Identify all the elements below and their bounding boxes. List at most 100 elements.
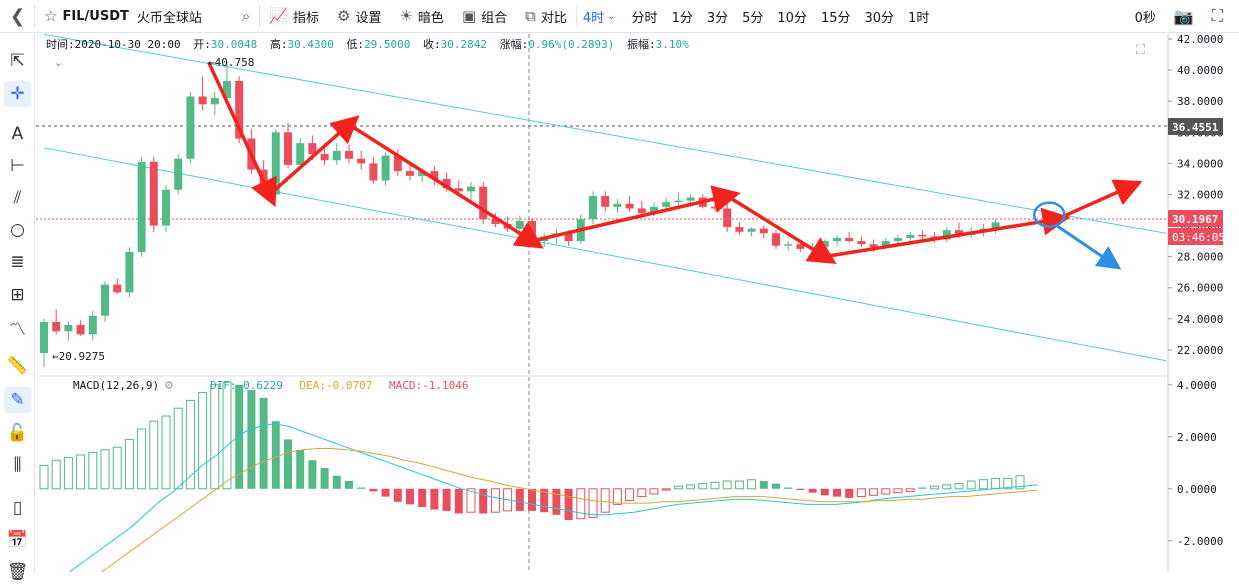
macd-histogram-bar xyxy=(893,488,903,494)
horizontal-line-tool-icon[interactable]: ⊢ xyxy=(10,156,25,176)
legend-collapse-icon[interactable]: ⌄ xyxy=(54,56,63,69)
candle-body xyxy=(381,155,390,181)
candle-body xyxy=(857,241,866,245)
menu-collapse-button[interactable]: ❮ xyxy=(0,0,34,33)
macd-histogram-bar xyxy=(954,483,964,490)
dif-label: DIF: xyxy=(210,379,237,392)
macd-histogram-bar xyxy=(625,488,635,501)
pencil-tool-icon[interactable]: ✎ xyxy=(4,387,31,413)
compare-button[interactable]: ⧉ 对比 xyxy=(516,0,576,33)
macd-histogram-bar xyxy=(588,488,598,518)
macd-histogram-bar xyxy=(856,488,866,498)
fibonacci-tool-icon[interactable]: ≣ xyxy=(10,252,25,272)
close-value: 30.2842 xyxy=(441,38,487,51)
chart-area[interactable]: 42.000040.000038.000036.000034.000032.00… xyxy=(36,34,1239,572)
countdown-display: 0秒 xyxy=(1126,0,1165,33)
interval-tab-3m[interactable]: 3分 xyxy=(706,10,729,26)
interval-tab-5m[interactable]: 5分 xyxy=(742,10,764,26)
macd-histogram-bar xyxy=(76,454,86,490)
rectangle-tool-icon[interactable]: ⊞ xyxy=(10,285,25,305)
chevron-down-icon[interactable]: ⌄ xyxy=(607,10,616,22)
macd-histogram-bar xyxy=(185,399,195,490)
macd-histogram-bar xyxy=(966,480,976,490)
drawing-toolbar: ⇱ ✛ A ⊢ ⫽ ○ ≣ ⊞ 〽 📏 ✎ 🔓 ⫼ ▯ 📅 🗑 xyxy=(0,34,35,582)
interval-tab-4h[interactable]: 4时 xyxy=(582,10,605,26)
macd-histogram-bar xyxy=(345,481,353,489)
macd-histogram-bar xyxy=(393,488,402,502)
interval-tab-15m[interactable]: 15分 xyxy=(820,10,851,26)
star-icon[interactable]: ☆ xyxy=(44,7,58,25)
macd-histogram-bar xyxy=(418,488,427,507)
trend-arrow xyxy=(268,115,360,196)
crosshair-tool-icon[interactable]: ✛ xyxy=(4,81,31,107)
candle-body xyxy=(88,315,97,335)
candle-body xyxy=(149,161,158,226)
macd-histogram-bar xyxy=(978,479,988,490)
price-tick-label: 38.0000 xyxy=(1177,95,1223,108)
calendar-icon[interactable]: 📅 xyxy=(6,530,29,550)
price-tick-label: 24.0000 xyxy=(1177,313,1223,326)
indicators-icon: 📈 xyxy=(269,7,288,25)
interval-tab-30m[interactable]: 30分 xyxy=(864,10,895,26)
time-value: 2020-10-30 20:00 xyxy=(75,38,181,51)
macd-histogram-bar xyxy=(112,446,122,490)
interval-tab-1m[interactable]: 1分 xyxy=(671,10,693,26)
fullscreen-button[interactable]: ⛶ xyxy=(1203,0,1239,33)
candle-body xyxy=(711,206,719,209)
candle-body xyxy=(515,220,524,229)
candle-body xyxy=(467,186,475,192)
candle-body xyxy=(357,158,366,164)
ruler-tool-icon[interactable]: 📏 xyxy=(6,356,29,376)
candle-body xyxy=(564,233,573,242)
macd-histogram-bar xyxy=(271,421,280,489)
delete-drawings-icon[interactable]: 🗑 xyxy=(6,562,29,582)
low-label: 低: xyxy=(346,38,364,51)
symbol-selector[interactable]: ☆ FIL/USDT 火币全球站 ⌕ xyxy=(35,0,259,33)
price-tick-label: 26.0000 xyxy=(1177,282,1223,295)
macd-histogram-bar xyxy=(552,488,561,515)
indicators-label: 指标 xyxy=(292,10,319,26)
macd-histogram-bar xyxy=(198,392,208,490)
theme-button[interactable]: ☀ 暗色 xyxy=(390,0,452,33)
exchange-name: 火币全球站 xyxy=(136,10,202,26)
ellipse-tool-icon[interactable]: ○ xyxy=(10,220,25,240)
interval-tab-10m[interactable]: 10分 xyxy=(777,10,807,26)
candle-body xyxy=(991,222,1000,229)
lock-tool-icon[interactable]: 🔓 xyxy=(6,423,29,443)
macd-histogram-bar xyxy=(490,488,500,513)
object-tree-icon[interactable]: ▯ xyxy=(12,498,23,518)
combo-button[interactable]: ▣ 组合 xyxy=(453,0,516,33)
macd-histogram-bar xyxy=(466,488,476,513)
macd-histogram-bar xyxy=(576,488,586,520)
cursor-tool-icon[interactable]: ⇱ xyxy=(10,51,25,71)
candle-body xyxy=(284,132,292,165)
macd-histogram-bar xyxy=(918,487,927,489)
candle-body xyxy=(942,230,951,240)
macd-histogram-bar xyxy=(39,464,49,490)
macd-settings-icon[interactable]: ⚙ xyxy=(164,379,174,392)
settings-label: 设置 xyxy=(355,10,382,26)
interval-tab-1h[interactable]: 1时 xyxy=(908,10,930,26)
layout-icon: ▣ xyxy=(461,7,477,25)
macd-histogram-bar xyxy=(612,488,622,505)
candle-body xyxy=(332,150,341,161)
macd-histogram-bar xyxy=(661,488,671,491)
top-toolbar: ❮ ☆ FIL/USDT 火币全球站 ⌕ 📈 指标 ⚙ 设置 ☀ 暗色 ▣ 组合… xyxy=(0,0,1239,33)
search-icon[interactable]: ⌕ xyxy=(241,7,251,25)
ohlc-legend: 时间:2020-10-30 20:00 开:30.0048 高:30.4300 … xyxy=(46,37,689,51)
maximize-pane-icon[interactable]: ⛶ xyxy=(1135,43,1146,58)
settings-button[interactable]: ⚙ 设置 xyxy=(328,0,390,33)
trend-channel-tool-icon[interactable]: ⫽ xyxy=(13,188,22,208)
wave-pattern-tool-icon[interactable]: 〽 xyxy=(9,319,26,340)
hide-drawings-icon[interactable]: ⫼ xyxy=(13,455,22,475)
toolbar-divider xyxy=(575,5,577,27)
screenshot-button[interactable]: 📷 xyxy=(1165,0,1203,33)
macd-histogram-bar xyxy=(235,384,244,489)
macd-histogram-bar xyxy=(540,488,549,513)
trend-arrow xyxy=(207,61,277,208)
price-tick-label: 42.0000 xyxy=(1177,34,1223,46)
macd-name: MACD(12,26,9) xyxy=(73,379,159,392)
indicators-button[interactable]: 📈 指标 xyxy=(260,0,328,33)
interval-tab-line[interactable]: 分时 xyxy=(631,10,658,26)
text-tool-icon[interactable]: A xyxy=(11,124,24,144)
